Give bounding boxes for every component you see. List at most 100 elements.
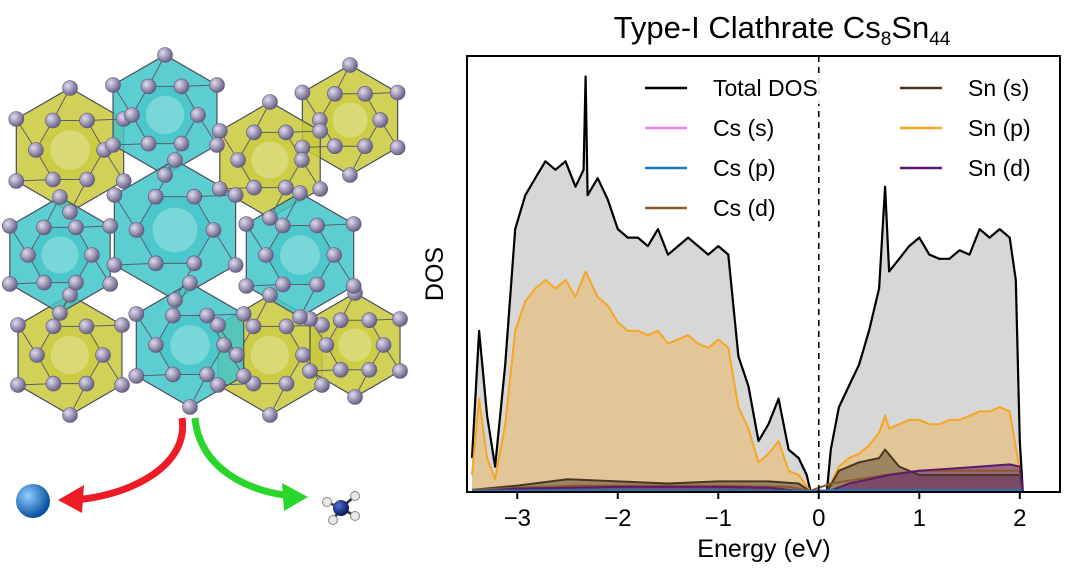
- sn-atom: [212, 181, 228, 197]
- sn-atom: [20, 247, 36, 263]
- sn-atom: [95, 347, 111, 363]
- sn-framework-atoms: [2, 47, 408, 423]
- sn-atom: [2, 276, 18, 292]
- sn-atom: [78, 318, 95, 335]
- sn-atom: [235, 306, 252, 322]
- sn-atom: [2, 218, 18, 234]
- sn-atom: [262, 287, 278, 303]
- sn-atom: [45, 171, 61, 188]
- sn-atom: [106, 187, 123, 203]
- sn-atom: [52, 189, 68, 205]
- sn-atom: [389, 84, 406, 101]
- sn-atom: [318, 337, 335, 353]
- sn-atom: [209, 77, 225, 93]
- sn-atom: [245, 318, 262, 335]
- sn-atom: [8, 111, 25, 127]
- hydrogen-atom: [350, 491, 360, 501]
- sn-atom: [115, 173, 132, 189]
- legend-label: Cs (p): [713, 155, 776, 181]
- small-cage-center-atom: [50, 130, 90, 170]
- sn-atom: [102, 218, 118, 234]
- sn-atom: [167, 152, 183, 168]
- sn-atom: [345, 278, 362, 294]
- sn-atom: [238, 278, 255, 294]
- sn-atom: [292, 309, 308, 325]
- sn-atom: [190, 107, 206, 123]
- sn-atom: [148, 337, 164, 353]
- x-tick-label: 1: [913, 505, 926, 532]
- sn-atom: [45, 375, 62, 392]
- sn-atom: [309, 217, 325, 234]
- large-cage-center-atom: [152, 207, 198, 253]
- sn-atom: [84, 247, 100, 263]
- sn-atom: [62, 80, 78, 96]
- sn-atom: [230, 152, 246, 168]
- sn-atom: [246, 124, 262, 141]
- sn-atom: [106, 257, 123, 273]
- red-arrow-head: [58, 485, 84, 513]
- small-cage: [301, 64, 399, 176]
- sn-atom: [312, 181, 329, 197]
- sn-atom: [262, 94, 278, 110]
- red-arrow-to-cs-atom: [71, 417, 187, 504]
- legend-label: Cs (s): [713, 115, 774, 141]
- y-axis-label: DOS: [421, 247, 449, 301]
- sn-atom: [275, 276, 291, 293]
- small-cage-center-atom: [50, 335, 90, 375]
- series-line-cs-p: [471, 489, 1024, 492]
- series-line-sn-d: [471, 463, 1024, 492]
- green-arrow-to-molecule: [191, 417, 293, 500]
- small-cage-center-atom: [332, 102, 368, 138]
- sn-atom: [209, 137, 225, 153]
- sn-atom: [342, 167, 358, 183]
- area-sn-d: [472, 464, 1023, 492]
- x-tick-label: −3: [504, 505, 531, 532]
- sn-atom: [128, 368, 145, 384]
- sn-atom: [294, 84, 311, 101]
- ammonium-molecule-icon: [322, 491, 360, 525]
- sn-atom: [186, 188, 203, 205]
- hydrogen-atom: [328, 515, 338, 525]
- sn-atom: [258, 247, 274, 263]
- sn-atom: [157, 47, 173, 63]
- nitrogen-atom: [333, 500, 349, 516]
- sn-atom: [238, 216, 255, 232]
- x-tick-label: 2: [1013, 505, 1026, 532]
- hydrogen-atom: [350, 511, 360, 521]
- sn-atom: [326, 247, 342, 263]
- sn-atom: [45, 112, 61, 129]
- x-tick-label: −1: [705, 505, 732, 532]
- sn-atom: [216, 337, 232, 353]
- sn-atom: [345, 216, 362, 232]
- sn-atom: [173, 78, 190, 95]
- sn-atom: [28, 142, 44, 158]
- sn-atom: [52, 305, 68, 321]
- sn-atom: [68, 219, 84, 236]
- sn-atom: [205, 222, 222, 238]
- sn-atom: [8, 173, 25, 189]
- sn-atom: [10, 317, 26, 333]
- polyhedral-cages: [9, 54, 401, 416]
- sn-atom: [357, 138, 373, 154]
- sn-atom: [105, 77, 121, 93]
- sn-atom: [36, 219, 52, 236]
- sn-atom: [229, 347, 245, 363]
- sn-atom: [327, 138, 343, 154]
- sn-atom: [199, 366, 215, 383]
- sn-atom: [295, 347, 311, 363]
- sn-atom: [102, 276, 118, 292]
- sn-atom: [246, 179, 262, 196]
- sn-atom: [173, 135, 190, 152]
- sn-atom: [361, 361, 378, 378]
- legend-label: Sn (s): [968, 75, 1029, 101]
- x-axis-label: Energy (eV): [697, 535, 830, 563]
- sn-atom: [342, 57, 358, 73]
- series-line-sn-p: [471, 270, 1024, 492]
- cs-atom-sphere: [16, 484, 50, 518]
- sn-atom: [62, 407, 78, 423]
- sn-atom: [278, 318, 295, 335]
- sn-atom: [275, 217, 291, 234]
- sn-atom: [157, 167, 173, 183]
- sn-atom: [278, 179, 294, 196]
